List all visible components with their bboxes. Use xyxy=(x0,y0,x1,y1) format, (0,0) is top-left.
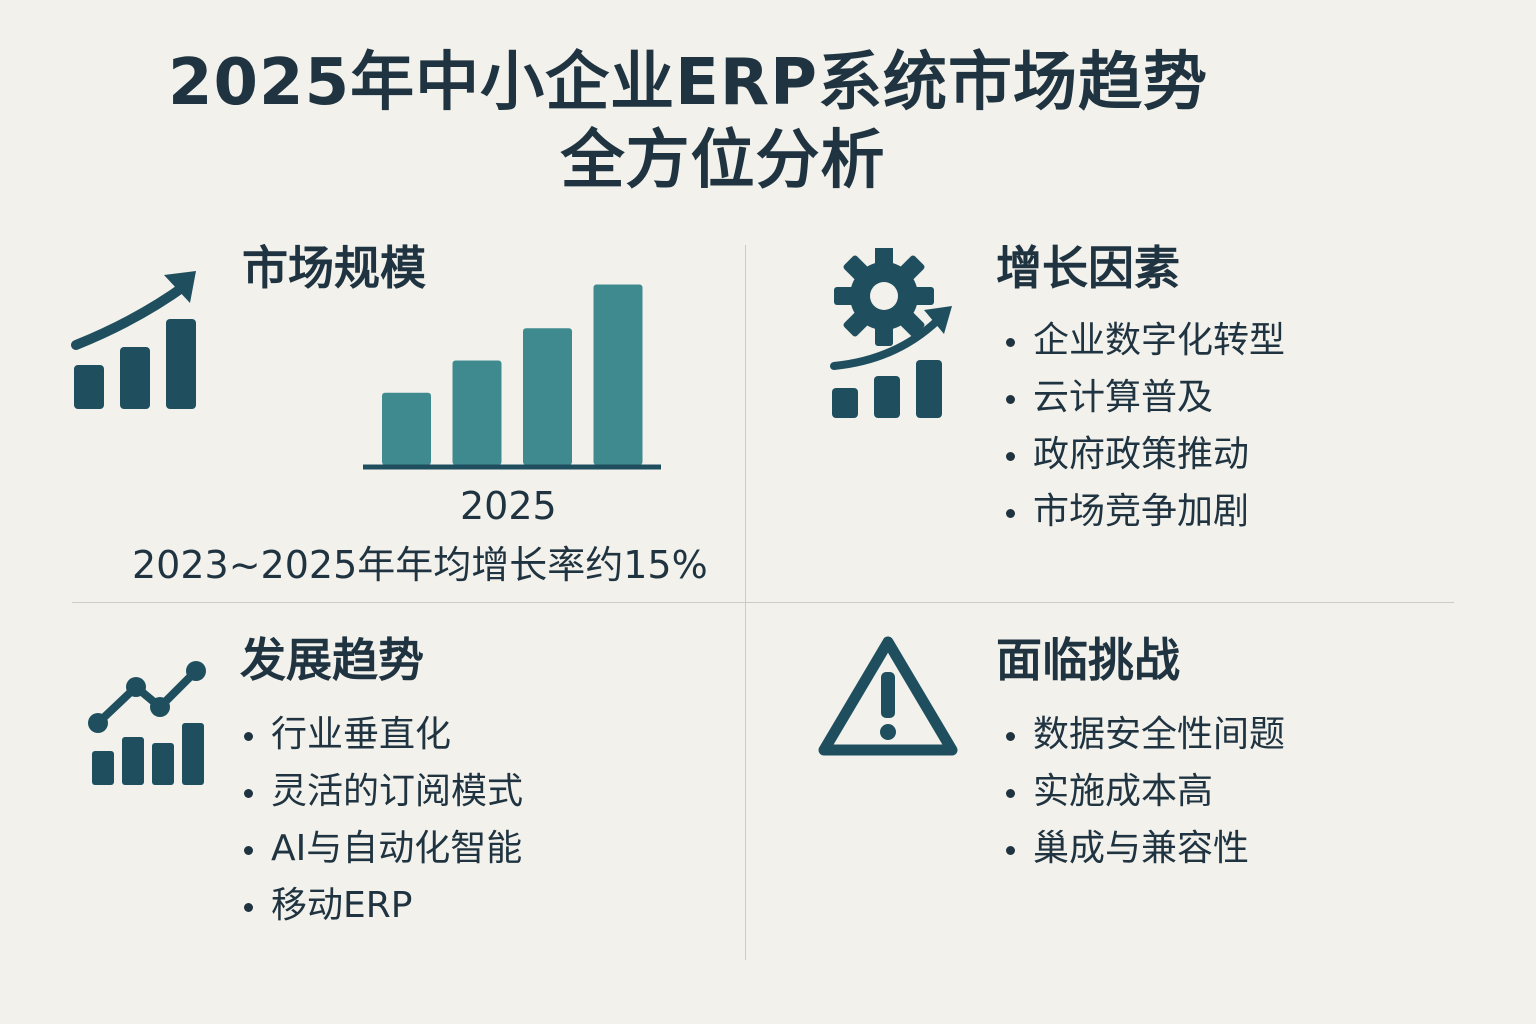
chart-bar-4 xyxy=(593,284,643,465)
market-size-heading: 市场规模 xyxy=(242,241,426,295)
chart-bar-2 xyxy=(452,360,502,465)
challenges-heading: 面临挑战 xyxy=(996,633,1180,687)
list-item: 灵活的订阅模式 xyxy=(244,763,523,820)
bullet xyxy=(1006,451,1015,461)
growth-rate-text: 2023~2025年年均增长率约15% xyxy=(132,543,708,587)
bullet xyxy=(1006,788,1015,798)
market-bar-chart xyxy=(363,284,661,470)
list-item: 实施成本高 xyxy=(1006,763,1285,820)
growth-factors-heading: 增长因素 xyxy=(996,241,1180,295)
bullet xyxy=(244,845,253,855)
bullet xyxy=(1006,845,1015,855)
chart-bar-1 xyxy=(382,392,431,465)
chart-bar-3 xyxy=(523,328,572,465)
list-item: 移动ERP xyxy=(244,877,523,934)
bullet xyxy=(244,731,253,741)
list-item: 行业垂直化 xyxy=(244,706,523,763)
bullet xyxy=(1006,337,1015,347)
growth-factors-list: 企业数字化转型 云计算普及 政府政策推动 市场竞争加剧 xyxy=(1006,312,1285,540)
gear-growth-icon xyxy=(826,246,961,427)
growth-bar-chart-icon xyxy=(68,265,203,419)
horizontal-divider xyxy=(72,602,1454,603)
line-chart-icon xyxy=(84,655,214,794)
title-line-1: 2025年中小企业ERP系统市场趋势 xyxy=(167,46,1209,120)
warning-icon xyxy=(816,632,961,766)
list-item: 云计算普及 xyxy=(1006,369,1285,426)
bullet xyxy=(1006,731,1015,741)
list-item: 政府政策推动 xyxy=(1006,426,1285,483)
bullet xyxy=(244,788,253,798)
bullet xyxy=(244,902,253,912)
challenges-list: 数据安全性间题 实施成本高 巢成与兼容性 xyxy=(1006,706,1285,877)
chart-year-label: 2025 xyxy=(460,484,557,528)
trends-list: 行业垂直化 灵活的订阅模式 AI与自动化智能 移动ERP xyxy=(244,706,523,934)
title-line-2: 全方位分析 xyxy=(560,124,886,198)
page-title: 2025年中小企业ERP系统市场趋势 全方位分析 xyxy=(0,44,1536,200)
list-item: 巢成与兼容性 xyxy=(1006,820,1285,877)
list-item: 企业数字化转型 xyxy=(1006,312,1285,369)
list-item: 市场竞争加剧 xyxy=(1006,483,1285,540)
list-item: 数据安全性间题 xyxy=(1006,706,1285,763)
trends-heading: 发展趋势 xyxy=(240,633,424,687)
bullet xyxy=(1006,508,1015,518)
bullet xyxy=(1006,394,1015,404)
list-item: AI与自动化智能 xyxy=(244,820,523,877)
